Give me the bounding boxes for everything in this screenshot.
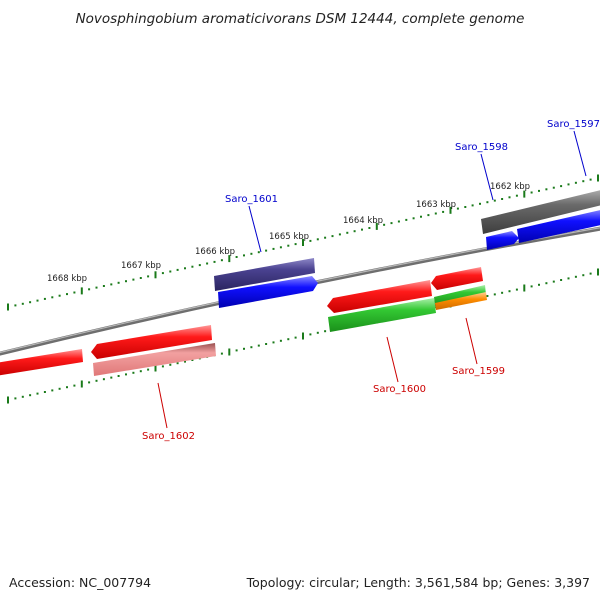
gene-arrow-saro-1598[interactable] bbox=[486, 231, 519, 250]
orf-green[interactable] bbox=[328, 298, 436, 332]
gene-arrow-saro-1599[interactable] bbox=[431, 267, 483, 290]
tick-label: 1663 kbp bbox=[416, 200, 456, 210]
tick-label: 1665 kbp bbox=[269, 232, 309, 242]
tick-label: 1666 kbp bbox=[195, 247, 235, 257]
gene-arrow-saro-1602[interactable] bbox=[91, 325, 212, 359]
gene-arrow-saro-1597[interactable] bbox=[517, 209, 600, 243]
leader-line-saro-1600 bbox=[386, 336, 399, 383]
leader-line-saro-1601 bbox=[248, 205, 262, 253]
leader-line-saro-1602 bbox=[157, 382, 168, 429]
orf-purple[interactable] bbox=[214, 258, 315, 291]
outer-tick-track bbox=[7, 174, 599, 311]
map-title: Novosphingobium aromaticivorans DSM 1244… bbox=[76, 11, 525, 27]
gene-arrow-saro-1600[interactable] bbox=[327, 280, 432, 313]
orf-gray[interactable] bbox=[481, 189, 600, 234]
tick-label: 1668 kbp bbox=[47, 274, 87, 284]
gene-label-saro-1598[interactable]: Saro_1598 bbox=[455, 142, 508, 153]
genome-summary-text: Topology: circular; Length: 3,561,584 bp… bbox=[246, 575, 590, 590]
gene-label-saro-1600[interactable]: Saro_1600 bbox=[373, 384, 426, 395]
leader-line-saro-1597 bbox=[573, 130, 587, 177]
gene-label-saro-1602[interactable]: Saro_1602 bbox=[142, 431, 195, 442]
gene-label-saro-1597[interactable]: Saro_1597 bbox=[547, 119, 600, 130]
gene-arrow-saro-1601[interactable] bbox=[218, 276, 318, 308]
leader-line-saro-1598 bbox=[480, 153, 494, 201]
tick-label: 1662 kbp bbox=[490, 182, 530, 192]
orf-orange[interactable] bbox=[435, 292, 487, 310]
gene-arrow-red[interactable] bbox=[0, 349, 83, 376]
leader-line-saro-1599 bbox=[465, 317, 478, 365]
tick-label: 1664 kbp bbox=[343, 216, 383, 226]
orf-pink[interactable] bbox=[93, 343, 216, 376]
tick-label: 1667 kbp bbox=[121, 261, 161, 271]
gene-label-saro-1599[interactable]: Saro_1599 bbox=[452, 366, 505, 377]
gene-label-saro-1601[interactable]: Saro_1601 bbox=[225, 194, 278, 205]
accession-text: Accession: NC_007794 bbox=[9, 575, 151, 590]
